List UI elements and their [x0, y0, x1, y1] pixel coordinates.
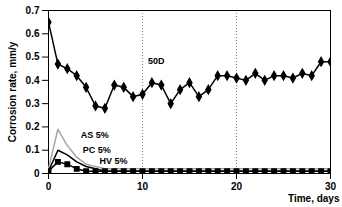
svg-text:0.2: 0.2 [26, 121, 40, 132]
svg-text:0.3: 0.3 [26, 98, 40, 109]
svg-text:0.7: 0.7 [26, 5, 40, 16]
svg-text:0.5: 0.5 [26, 51, 40, 62]
svg-text:0: 0 [34, 168, 40, 179]
svg-text:0.4: 0.4 [26, 75, 40, 86]
svg-text:0.1: 0.1 [26, 144, 40, 155]
svg-text:30: 30 [325, 181, 337, 192]
svg-text:AS 5%: AS 5% [81, 130, 109, 140]
svg-text:0.6: 0.6 [26, 28, 40, 39]
svg-text:50D: 50D [148, 56, 165, 66]
svg-text:Time, days: Time, days [288, 193, 340, 204]
svg-text:HV 5%: HV 5% [100, 156, 128, 166]
svg-text:PC 5%: PC 5% [83, 145, 111, 155]
svg-text:0: 0 [46, 181, 52, 192]
svg-text:10: 10 [137, 181, 149, 192]
svg-text:Corrosion rate, mm/y: Corrosion rate, mm/y [7, 41, 18, 142]
svg-text:20: 20 [231, 181, 243, 192]
